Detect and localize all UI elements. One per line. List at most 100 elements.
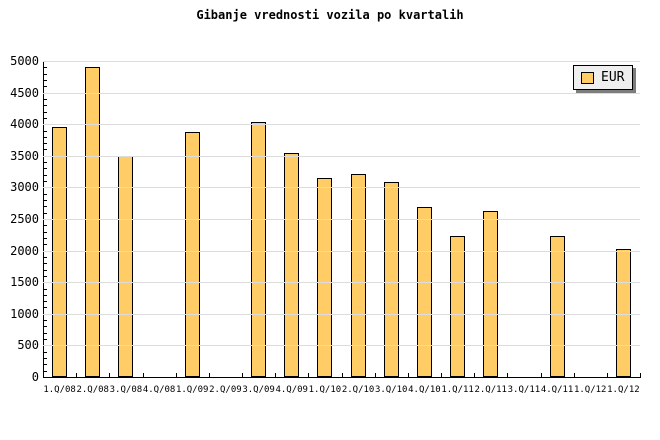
bar-2.Q/10 [351, 174, 366, 377]
x-axis-tick [109, 373, 110, 377]
bar-4.Q/11 [550, 236, 565, 377]
x-tick-label: 2.Q/11 [474, 385, 507, 395]
y-tick-label: 1000 [10, 307, 39, 321]
y-axis-minor-tick [43, 168, 47, 169]
y-axis-minor-tick [43, 181, 47, 182]
y-axis-minor-tick [43, 326, 47, 327]
x-tick-label: 3.Q/09 [242, 385, 275, 395]
x-axis-tick [408, 373, 409, 377]
y-tick-label: 3500 [10, 149, 39, 163]
y-axis-minor-tick [43, 206, 47, 207]
y-axis-minor-tick [43, 105, 47, 106]
y-axis-minor-tick [43, 213, 47, 214]
y-axis-minor-tick [43, 339, 47, 340]
x-tick-label: 2.Q/10 [341, 385, 375, 395]
legend-label: EUR [601, 70, 625, 85]
gridline [43, 187, 640, 188]
y-axis-minor-tick [43, 333, 47, 334]
y-axis-minor-tick [43, 244, 47, 245]
gridline [43, 156, 640, 157]
x-tick-label: 3.Q/10 [374, 385, 408, 395]
x-axis-tick [76, 373, 77, 377]
y-axis-minor-tick [43, 149, 47, 150]
y-axis-minor-tick [43, 143, 47, 144]
bar-1.Q/08 [52, 127, 67, 377]
x-axis-tick [541, 373, 542, 377]
gridline [43, 124, 640, 125]
y-axis-minor-tick [43, 320, 47, 321]
y-axis-minor-tick [43, 118, 47, 119]
y-axis-minor-tick [43, 112, 47, 113]
x-tick-label: 3.Q/08 [109, 385, 143, 395]
x-tick-label: 2.Q/08 [76, 385, 109, 395]
bar-3.Q/08 [118, 156, 133, 377]
y-axis-minor-tick [43, 99, 47, 100]
y-axis-minor-tick [43, 131, 47, 132]
x-tick-label: 1.Q/11 [441, 385, 474, 395]
y-axis-minor-tick [43, 295, 47, 296]
legend-swatch-eur [581, 71, 594, 84]
y-tick-label: 0 [31, 370, 39, 384]
y-axis-minor-tick [43, 80, 47, 81]
y-tick-label: 2000 [10, 244, 39, 258]
y-axis-minor-tick [43, 175, 47, 176]
bar-1.Q/09 [185, 132, 200, 377]
bar-3.Q/10 [384, 182, 399, 377]
x-axis-tick [143, 373, 144, 377]
x-tick-label: 1.Q/12 [573, 385, 607, 395]
x-tick-label: 4.Q/11 [540, 385, 574, 395]
bar-4.Q/09 [284, 153, 299, 377]
x-axis-tick [574, 373, 575, 377]
y-axis-minor-tick [43, 238, 47, 239]
bar-2.Q/11 [483, 211, 498, 377]
x-axis-tick [607, 373, 608, 377]
x-axis [43, 377, 641, 378]
y-axis-minor-tick [43, 225, 47, 226]
gridline [43, 282, 640, 283]
bar-1.Q/11 [450, 236, 465, 377]
y-axis-minor-tick [43, 270, 47, 271]
legend: EUR [573, 65, 634, 90]
y-axis-major-tick [43, 377, 49, 378]
y-axis-minor-tick [43, 352, 47, 353]
x-axis-tick [308, 373, 309, 377]
gridline [43, 251, 640, 252]
x-tick-label: 4.Q/10 [408, 385, 441, 395]
gridline [43, 345, 640, 346]
y-tick-label: 2500 [10, 212, 39, 226]
x-axis-tick [342, 373, 343, 377]
x-tick-label: 1.Q/10 [308, 385, 342, 395]
y-tick-label: 5000 [10, 54, 39, 68]
x-tick-label: 1.Q/09 [175, 385, 209, 395]
x-tick-label: 2.Q/09 [209, 385, 242, 395]
x-tick-label: 1.Q/12 [607, 385, 640, 395]
y-axis-minor-tick [43, 371, 47, 372]
bar-1.Q/10 [317, 178, 332, 377]
x-axis-tick [640, 373, 641, 377]
x-axis-tick [375, 373, 376, 377]
gridline [43, 219, 640, 220]
y-axis-minor-tick [43, 74, 47, 75]
x-axis-tick [474, 373, 475, 377]
x-tick-label: 4.Q/08 [142, 385, 176, 395]
y-tick-label: 3000 [10, 180, 39, 194]
x-axis-tick [43, 373, 44, 377]
y-axis-minor-tick [43, 67, 47, 68]
x-tick-label: 4.Q/09 [275, 385, 308, 395]
y-axis-minor-tick [43, 86, 47, 87]
y-axis-minor-tick [43, 276, 47, 277]
y-tick-label: 4500 [10, 86, 39, 100]
x-tick-label: 3.Q/11 [507, 385, 541, 395]
y-tick-label: 500 [17, 338, 39, 352]
y-axis-minor-tick [43, 200, 47, 201]
bar-2.Q/08 [85, 67, 100, 377]
y-axis-minor-tick [43, 364, 47, 365]
x-axis-tick [209, 373, 210, 377]
gridline [43, 61, 640, 62]
y-axis-minor-tick [43, 358, 47, 359]
x-axis-tick [441, 373, 442, 377]
y-axis-minor-tick [43, 232, 47, 233]
gridline [43, 314, 640, 315]
y-axis-minor-tick [43, 257, 47, 258]
